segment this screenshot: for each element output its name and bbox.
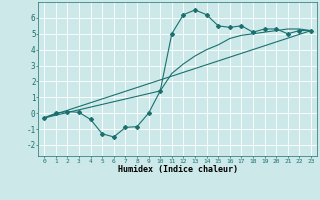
X-axis label: Humidex (Indice chaleur): Humidex (Indice chaleur) [118, 165, 238, 174]
